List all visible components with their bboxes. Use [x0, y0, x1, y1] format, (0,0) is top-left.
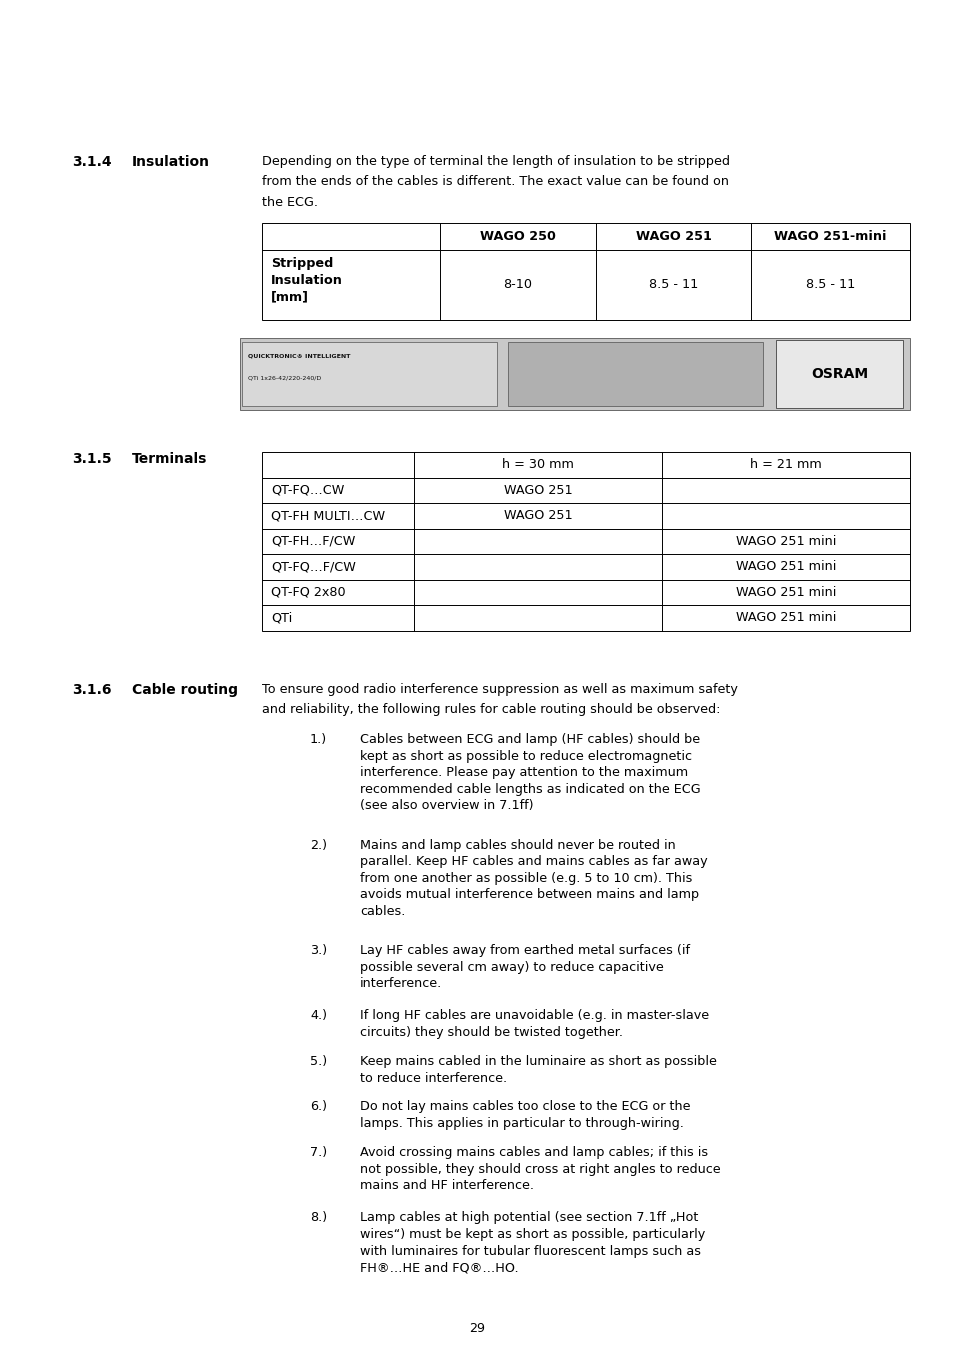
Text: 8.5 - 11: 8.5 - 11	[805, 278, 854, 292]
Text: WAGO 251 mini: WAGO 251 mini	[735, 561, 835, 573]
Bar	[242, 342, 497, 407]
Text: Cables between ECG and lamp (HF cables) should be
kept as short as possible to r: Cables between ECG and lamp (HF cables) …	[359, 734, 700, 812]
Text: QT-FH…F/CW: QT-FH…F/CW	[271, 535, 355, 547]
Text: WAGO 251: WAGO 251	[635, 230, 711, 243]
Text: WAGO 250: WAGO 250	[479, 230, 556, 243]
Text: QT-FQ…CW: QT-FQ…CW	[271, 484, 344, 497]
Text: WAGO 251: WAGO 251	[503, 484, 572, 497]
Text: Terminals: Terminals	[132, 453, 207, 466]
Text: WAGO 251 mini: WAGO 251 mini	[735, 586, 835, 598]
Text: WAGO 251 mini: WAGO 251 mini	[735, 535, 835, 547]
Text: 1.): 1.)	[310, 734, 327, 746]
Text: 5.): 5.)	[310, 1055, 327, 1067]
Text: Do not lay mains cables too close to the ECG or the
lamps. This applies in parti: Do not lay mains cables too close to the…	[359, 1101, 690, 1129]
Text: Lay HF cables away from earthed metal surfaces (if
possible several cm away) to : Lay HF cables away from earthed metal su…	[359, 944, 689, 990]
Text: If long HF cables are unavoidable (e.g. in master-slave
circuits) they should be: If long HF cables are unavoidable (e.g. …	[359, 1009, 708, 1039]
Text: the ECG.: the ECG.	[262, 196, 317, 208]
Bar	[507, 342, 761, 407]
Text: 3.1.4: 3.1.4	[71, 155, 112, 169]
Text: 8-10: 8-10	[503, 278, 532, 292]
Text: 6.): 6.)	[310, 1101, 327, 1113]
Text: Mains and lamp cables should never be routed in
parallel. Keep HF cables and mai: Mains and lamp cables should never be ro…	[359, 839, 707, 917]
Text: 3.1.6: 3.1.6	[71, 682, 112, 697]
Text: 8.): 8.)	[310, 1212, 327, 1224]
Text: 3.): 3.)	[310, 944, 327, 957]
Text: QUICKTRONIC® INTELLIGENT: QUICKTRONIC® INTELLIGENT	[248, 354, 350, 358]
Text: 2.): 2.)	[310, 839, 327, 851]
Text: 4.): 4.)	[310, 1009, 327, 1023]
Text: QT-FH MULTI…CW: QT-FH MULTI…CW	[271, 509, 385, 523]
Bar	[262, 453, 909, 631]
Bar	[262, 223, 909, 320]
Text: Depending on the type of terminal the length of insulation to be stripped: Depending on the type of terminal the le…	[262, 155, 729, 168]
Text: Cable routing: Cable routing	[132, 682, 237, 697]
Text: h = 21 mm: h = 21 mm	[749, 458, 821, 471]
Text: 3.1.5: 3.1.5	[71, 453, 112, 466]
Text: QTi: QTi	[271, 611, 292, 624]
Text: QTi 1x26-42/220-240/D: QTi 1x26-42/220-240/D	[248, 376, 321, 380]
Text: from the ends of the cables is different. The exact value can be found on: from the ends of the cables is different…	[262, 176, 728, 188]
Text: 8.5 - 11: 8.5 - 11	[648, 278, 698, 292]
Text: WAGO 251: WAGO 251	[503, 509, 572, 523]
Bar	[775, 340, 902, 408]
Bar	[240, 338, 909, 409]
Text: WAGO 251 mini: WAGO 251 mini	[735, 611, 835, 624]
Text: To ensure good radio interference suppression as well as maximum safety: To ensure good radio interference suppre…	[262, 682, 737, 696]
Text: 7.): 7.)	[310, 1146, 327, 1159]
Text: Stripped
Insulation
[mm]: Stripped Insulation [mm]	[271, 257, 342, 304]
Text: Avoid crossing mains cables and lamp cables; if this is
not possible, they shoul: Avoid crossing mains cables and lamp cab…	[359, 1146, 720, 1192]
Text: h = 30 mm: h = 30 mm	[501, 458, 574, 471]
Text: 29: 29	[469, 1323, 484, 1335]
Text: Lamp cables at high potential (see section 7.1ff „Hot
wires“) must be kept as sh: Lamp cables at high potential (see secti…	[359, 1212, 704, 1274]
Text: WAGO 251-mini: WAGO 251-mini	[774, 230, 886, 243]
Text: Insulation: Insulation	[132, 155, 210, 169]
Text: OSRAM: OSRAM	[810, 367, 867, 381]
Text: and reliability, the following rules for cable routing should be observed:: and reliability, the following rules for…	[262, 703, 720, 716]
Text: Keep mains cabled in the luminaire as short as possible
to reduce interference.: Keep mains cabled in the luminaire as sh…	[359, 1055, 716, 1085]
Text: QT-FQ…F/CW: QT-FQ…F/CW	[271, 561, 355, 573]
Text: QT-FQ 2x80: QT-FQ 2x80	[271, 586, 345, 598]
